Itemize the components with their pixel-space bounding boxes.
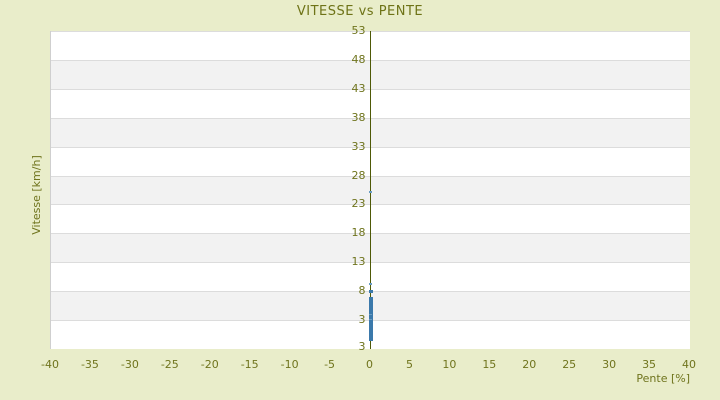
x-tick-label: -15 <box>240 358 259 371</box>
data-point <box>368 323 373 327</box>
x-tick-label: 20 <box>522 358 537 371</box>
data-point <box>368 328 373 332</box>
data-point <box>368 297 373 301</box>
data-point <box>368 309 373 313</box>
data-point <box>368 315 373 319</box>
data-point <box>368 320 373 324</box>
data-point <box>369 283 372 286</box>
y-tick-label: 8 <box>358 284 366 298</box>
y-tick-label: 13 <box>351 255 366 269</box>
data-point <box>368 330 373 334</box>
x-tick-label: 30 <box>602 358 617 371</box>
chart-title: VITESSE vs PENTE <box>296 4 424 19</box>
y-tick-label: 38 <box>351 110 366 124</box>
x-tick-label: -10 <box>280 358 299 371</box>
data-point <box>369 313 372 316</box>
x-tick-label: 15 <box>482 358 497 371</box>
y-tick-label: 48 <box>351 52 366 66</box>
y-axis-line <box>369 31 372 349</box>
y-tick-label: 3 <box>358 313 366 327</box>
y-tick-label: 28 <box>351 168 366 182</box>
x-tick-label: 10 <box>442 358 457 371</box>
y-tick-label: 23 <box>351 197 366 211</box>
data-point <box>369 319 372 322</box>
data-point <box>368 289 373 293</box>
data-point <box>368 304 373 308</box>
data-point <box>368 337 373 341</box>
x-tick-label: 25 <box>562 358 577 371</box>
x-tick-label: -5 <box>324 358 336 371</box>
data-point <box>368 308 373 312</box>
x-axis-title: Pente [%] <box>636 372 690 385</box>
x-tick-label: 5 <box>405 358 413 371</box>
data-point <box>368 311 373 315</box>
plot-area <box>50 31 690 349</box>
x-tick-label: -25 <box>160 358 179 371</box>
data-point <box>368 332 373 336</box>
x-tick-label: -20 <box>200 358 219 371</box>
y-tick-label: 18 <box>351 226 366 240</box>
data-point <box>368 325 373 329</box>
data-point <box>368 334 373 338</box>
y-axis-bottom-edge-label: 3 <box>358 340 366 353</box>
data-point <box>368 299 373 303</box>
x-tick-label: -30 <box>120 358 139 371</box>
x-tick-label: 35 <box>642 358 657 371</box>
data-point <box>368 335 373 339</box>
data-point <box>368 316 373 320</box>
data-point <box>368 327 373 331</box>
data-point <box>368 306 373 310</box>
data-point <box>368 322 373 326</box>
x-tick-label: -35 <box>80 358 99 371</box>
y-tick-label: 53 <box>351 24 366 37</box>
data-point <box>369 190 372 193</box>
x-tick-label: -40 <box>41 358 59 371</box>
data-point <box>368 301 373 305</box>
x-tick-label: 0 <box>366 358 373 371</box>
y-tick-label: 33 <box>351 139 366 153</box>
y-axis-title: Vitesse [km/h] <box>30 155 43 235</box>
x-tick-label: 40 <box>682 358 696 371</box>
y-tick-label: 43 <box>351 81 366 95</box>
